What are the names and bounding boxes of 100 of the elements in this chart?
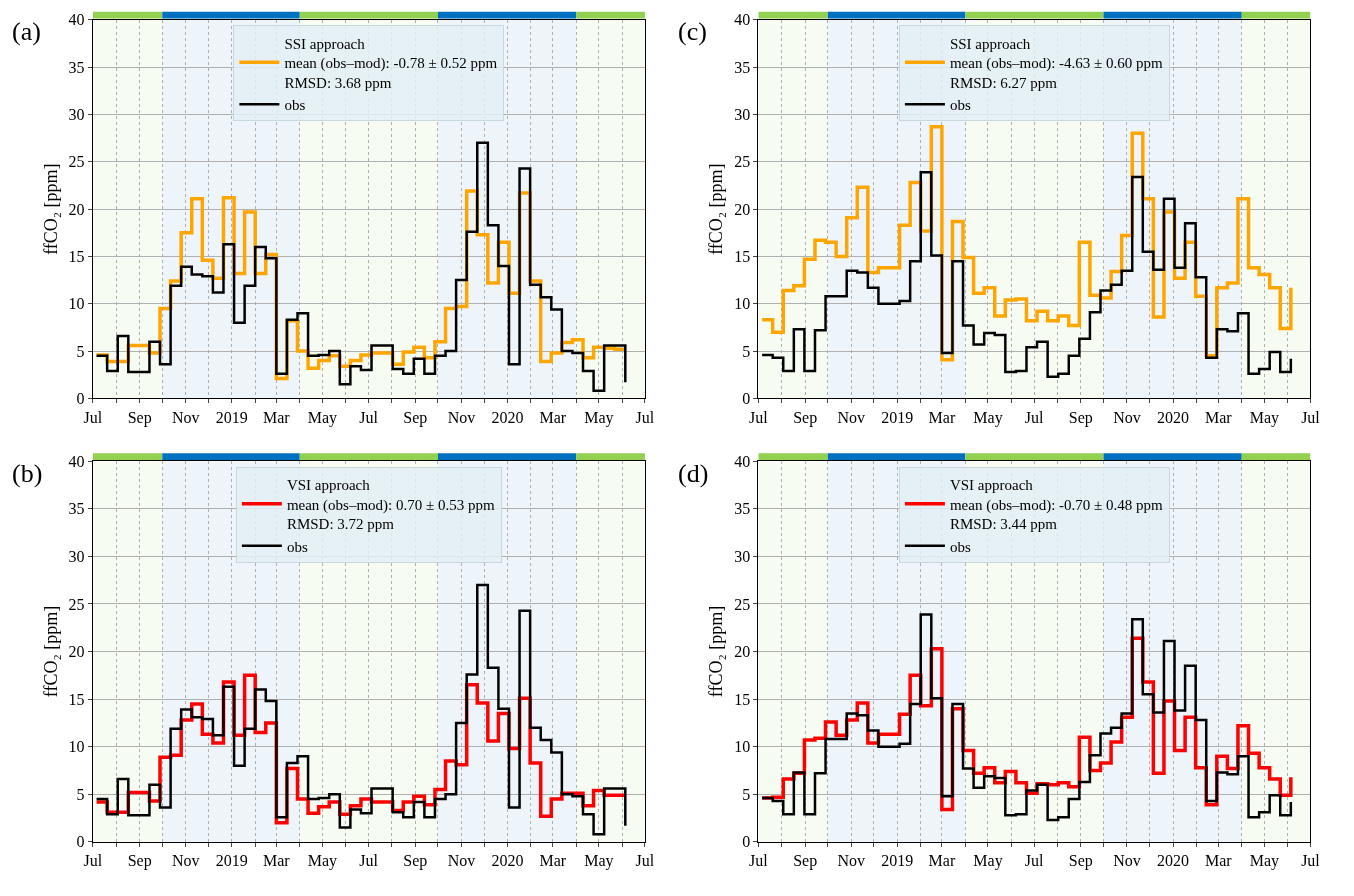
legend-label: obs (949, 97, 971, 114)
x-tick-label: Mar (539, 852, 567, 870)
x-tick-label: May (307, 408, 338, 427)
y-tick-label: 30 (68, 106, 85, 124)
x-tick-label: Jul (83, 408, 103, 426)
y-tick-label: 30 (734, 547, 751, 565)
text: (b) (12, 459, 43, 488)
x-tick-label: May (584, 408, 614, 427)
x-tick-label: Nov (1113, 852, 1141, 870)
y-tick-label: 20 (68, 200, 85, 218)
x-tick-label: Mar (263, 408, 291, 426)
y-axis-title: ffCO₂ [ppm] (40, 605, 61, 698)
x-tick-label: 2019 (215, 408, 248, 426)
x-tick-label: 2020 (491, 852, 524, 870)
x-tick-label: May (584, 852, 614, 871)
x-tick-label: Nov (171, 408, 200, 426)
y-tick-label: 15 (734, 690, 751, 708)
x-tick-label: Jul (1024, 852, 1044, 870)
legend-label: obs (284, 97, 306, 114)
y-tick-label: 5 (76, 785, 85, 803)
y-tick-label: 0 (742, 390, 751, 408)
x-tick-label: 2019 (881, 408, 914, 426)
y-tick-label: 0 (76, 833, 85, 851)
y-tick-label: 35 (734, 58, 751, 76)
x-tick-label: Jul (1024, 408, 1044, 426)
text: (d) (678, 459, 709, 488)
x-tick-label: Sep (127, 852, 152, 871)
x-tick-label: Mar (539, 408, 567, 426)
x-tick-label: Jul (1301, 408, 1321, 426)
x-tick-label: 2020 (491, 408, 524, 426)
y-tick-label: 5 (76, 342, 85, 360)
x-tick-label: Jul (1301, 852, 1321, 870)
x-tick-label: Mar (263, 852, 291, 870)
x-tick-label: Nov (1113, 408, 1141, 426)
y-tick-label: 25 (734, 595, 751, 613)
x-tick-label: May (1249, 408, 1280, 427)
x-tick-label: 2019 (215, 852, 248, 870)
x-tick-label: 2019 (881, 852, 914, 870)
y-tick-label: 40 (734, 452, 751, 470)
x-tick-label: Jul (635, 852, 655, 870)
y-tick-label: 0 (76, 390, 85, 408)
x-tick-label: May (307, 852, 338, 871)
y-tick-label: 25 (68, 595, 85, 613)
y-tick-label: 30 (68, 547, 85, 565)
y-tick-label: 35 (734, 500, 751, 518)
y-tick-label: 25 (734, 153, 751, 171)
x-tick-label: Mar (1205, 408, 1233, 426)
y-tick-label: 40 (734, 11, 751, 29)
x-tick-label: Mar (928, 408, 956, 426)
x-tick-label: Sep (403, 408, 428, 427)
x-tick-label: Nov (447, 408, 476, 426)
x-tick-label: Jul (83, 852, 103, 870)
y-tick-label: 35 (68, 500, 85, 518)
y-tick-label: 15 (68, 690, 85, 708)
x-tick-label: Mar (1205, 852, 1233, 870)
x-tick-label: Jul (359, 852, 379, 870)
text: (c) (678, 17, 707, 46)
x-tick-label: Sep (793, 852, 818, 871)
x-tick-label: Sep (1068, 408, 1093, 427)
x-tick-label: Sep (793, 408, 818, 427)
x-tick-label: Sep (127, 408, 152, 427)
y-tick-label: 0 (742, 833, 751, 851)
y-axis-title: ffCO₂ [ppm] (40, 163, 61, 255)
x-tick-label: Mar (928, 852, 956, 870)
y-tick-label: 15 (68, 248, 85, 266)
x-tick-label: Nov (837, 852, 866, 870)
x-tick-label: Sep (403, 852, 428, 871)
x-tick-label: Nov (171, 852, 200, 870)
x-tick-label: Jul (635, 408, 655, 426)
y-axis-title: ffCO₂ [ppm] (706, 163, 727, 255)
y-tick-label: 30 (734, 106, 751, 124)
y-tick-label: 20 (734, 200, 751, 218)
y-tick-label: 40 (68, 11, 85, 29)
x-tick-label: Jul (749, 408, 769, 426)
x-tick-label: Sep (1068, 852, 1093, 871)
y-tick-label: 20 (68, 643, 85, 661)
x-tick-label: Nov (837, 408, 866, 426)
y-tick-label: 10 (734, 738, 751, 756)
x-tick-label: Nov (447, 852, 476, 870)
y-tick-label: 40 (68, 452, 85, 470)
legend-label: obs (949, 538, 971, 555)
y-tick-label: 10 (68, 738, 85, 756)
y-tick-label: 5 (742, 342, 751, 360)
x-tick-label: May (973, 852, 1003, 871)
x-tick-label: May (973, 408, 1003, 427)
y-tick-label: 10 (734, 295, 751, 313)
y-tick-label: 25 (68, 153, 85, 171)
y-axis-title: ffCO₂ [ppm] (706, 605, 727, 698)
y-tick-label: 10 (68, 295, 85, 313)
y-tick-label: 20 (734, 643, 751, 661)
legend-label: obs (286, 538, 308, 555)
x-tick-label: May (1249, 852, 1280, 871)
y-tick-label: 35 (68, 58, 85, 76)
x-tick-label: Jul (359, 408, 379, 426)
text: (a) (12, 17, 41, 46)
x-tick-label: Jul (749, 852, 769, 870)
x-tick-label: 2020 (1157, 408, 1190, 426)
y-tick-label: 5 (742, 785, 751, 803)
x-tick-label: 2020 (1157, 852, 1190, 870)
y-tick-label: 15 (734, 248, 751, 266)
